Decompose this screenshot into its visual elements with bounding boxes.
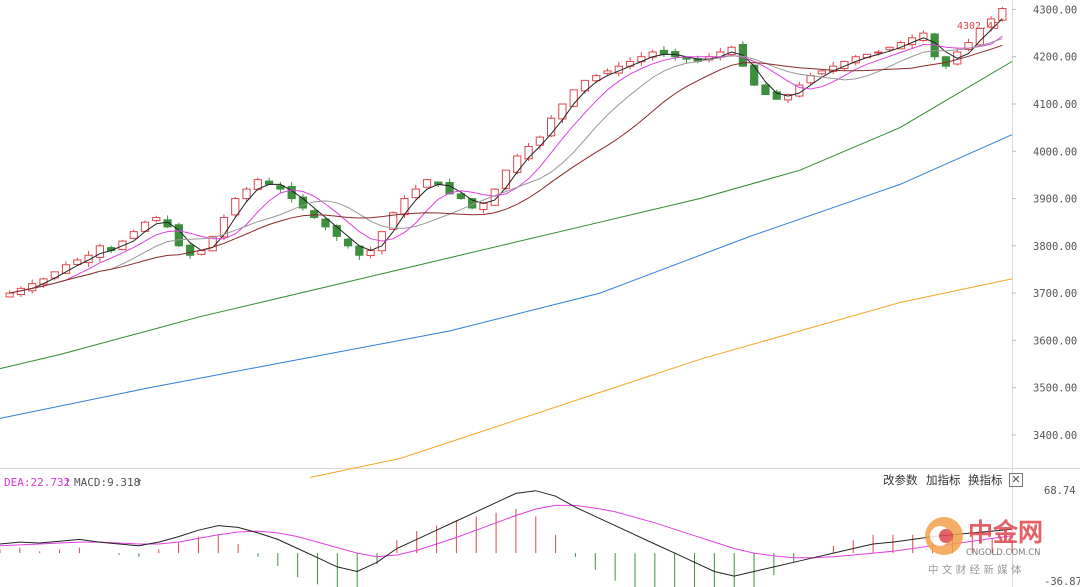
candle-body bbox=[795, 84, 804, 97]
candle-body bbox=[919, 32, 928, 41]
candle-body bbox=[389, 212, 398, 230]
candle-body bbox=[761, 84, 770, 96]
price-axis-label: 3700.00 bbox=[1033, 288, 1077, 300]
candle-body bbox=[750, 64, 759, 86]
candle-body bbox=[569, 89, 578, 107]
ma30-line bbox=[9, 44, 1003, 294]
candle-body bbox=[310, 210, 319, 218]
candle-body bbox=[264, 180, 274, 185]
candle-body bbox=[163, 219, 172, 228]
macd-header: DEA:22.732 ↑ MACD:9.318 ↑ bbox=[0, 470, 1030, 489]
candle-body bbox=[61, 264, 71, 274]
ma20-line bbox=[9, 38, 1003, 294]
candle-body bbox=[343, 238, 353, 247]
candle-body bbox=[366, 250, 375, 257]
last-price-label: 4302.43 bbox=[957, 21, 999, 32]
candle-body bbox=[659, 49, 669, 55]
candle-body bbox=[513, 155, 522, 173]
dea-line bbox=[0, 504, 1013, 559]
candle-body bbox=[501, 169, 511, 189]
watermark-domain: CNGOLD.COM.CN bbox=[966, 548, 1041, 558]
macd-arrow-icon: ↑ bbox=[136, 475, 143, 488]
ma120-line bbox=[0, 134, 1013, 419]
candle-body bbox=[806, 75, 815, 84]
macd-label: MACD:9.318 bbox=[74, 476, 141, 489]
candle-body bbox=[964, 42, 973, 50]
candle-body bbox=[287, 185, 296, 200]
price-axis-label: 3900.00 bbox=[1033, 194, 1077, 206]
candle-body bbox=[422, 179, 432, 188]
price-axis-label: 4300.00 bbox=[1033, 4, 1077, 16]
candle-body bbox=[186, 244, 195, 256]
candle-body bbox=[321, 218, 330, 228]
price-axis-label: 3400.00 bbox=[1033, 430, 1077, 442]
candle-body bbox=[535, 136, 544, 146]
dif-line bbox=[0, 490, 1013, 577]
candle-body bbox=[400, 198, 409, 216]
candle-body bbox=[152, 216, 161, 222]
candle-body bbox=[174, 224, 183, 247]
candle-body bbox=[998, 8, 1007, 21]
candle-body bbox=[885, 46, 894, 51]
candle-body bbox=[524, 146, 533, 160]
price-axis-label: 3800.00 bbox=[1033, 241, 1077, 253]
watermark-graphic bbox=[925, 517, 963, 555]
dea-label: DEA:22.732 bbox=[4, 476, 71, 489]
watermark-tagline: 中 文 财 经 新 媒 体 bbox=[928, 564, 1022, 576]
candle-body bbox=[5, 292, 14, 298]
candle-body bbox=[298, 196, 308, 209]
add-indicator-button[interactable]: 加指标 bbox=[926, 473, 961, 487]
ma60-line bbox=[0, 61, 1013, 370]
candle-body bbox=[219, 216, 229, 238]
price-axis-label: 4200.00 bbox=[1033, 52, 1077, 64]
price-axis-label: 4000.00 bbox=[1033, 146, 1077, 158]
candle-body bbox=[817, 70, 826, 75]
candle-body bbox=[603, 70, 612, 74]
watermark-brand: 中金网 bbox=[968, 518, 1044, 547]
price-axis-label: 3600.00 bbox=[1033, 335, 1077, 347]
candle-body bbox=[95, 245, 104, 258]
candle-body bbox=[547, 117, 556, 137]
candle-body bbox=[73, 259, 82, 265]
candle-body bbox=[874, 51, 883, 54]
candle-body bbox=[592, 75, 601, 82]
candle-body bbox=[456, 193, 465, 200]
candle-body bbox=[411, 188, 420, 199]
candle-body bbox=[276, 185, 285, 190]
ma10-line bbox=[9, 35, 1003, 294]
candle-body bbox=[242, 188, 251, 200]
ma250-line bbox=[309, 278, 1013, 478]
watermark-logo: 中金网 CNGOLD.COM.CN 中 文 财 经 新 媒 体 bbox=[922, 512, 1072, 582]
price-axis-label: 4100.00 bbox=[1033, 99, 1077, 111]
candle-body bbox=[986, 18, 996, 28]
candle-body bbox=[975, 27, 984, 46]
candle-body bbox=[332, 225, 341, 237]
candle-body bbox=[129, 231, 138, 239]
dea-arrow-icon: ↑ bbox=[64, 475, 71, 488]
candle-body bbox=[355, 245, 364, 256]
candle-body bbox=[479, 202, 488, 211]
close-icon[interactable]: ✕ bbox=[1009, 473, 1023, 487]
change-params-button[interactable]: 改参数 bbox=[883, 473, 918, 487]
candle-body bbox=[727, 46, 736, 56]
macd-axis-label: -36.87 bbox=[1044, 576, 1080, 587]
ma5-line bbox=[9, 18, 1003, 294]
candle-body bbox=[772, 91, 781, 100]
price-axis-label: 3500.00 bbox=[1033, 383, 1077, 395]
switch-indicator-button[interactable]: 换指标 bbox=[968, 473, 1003, 487]
candle-body bbox=[231, 198, 240, 216]
candle-body bbox=[84, 254, 93, 264]
macd-axis-label: 68.74 bbox=[1044, 485, 1076, 497]
candle-body bbox=[783, 94, 793, 101]
